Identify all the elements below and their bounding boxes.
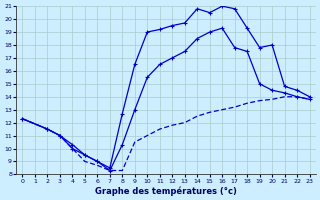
X-axis label: Graphe des températures (°c): Graphe des températures (°c) <box>95 186 237 196</box>
